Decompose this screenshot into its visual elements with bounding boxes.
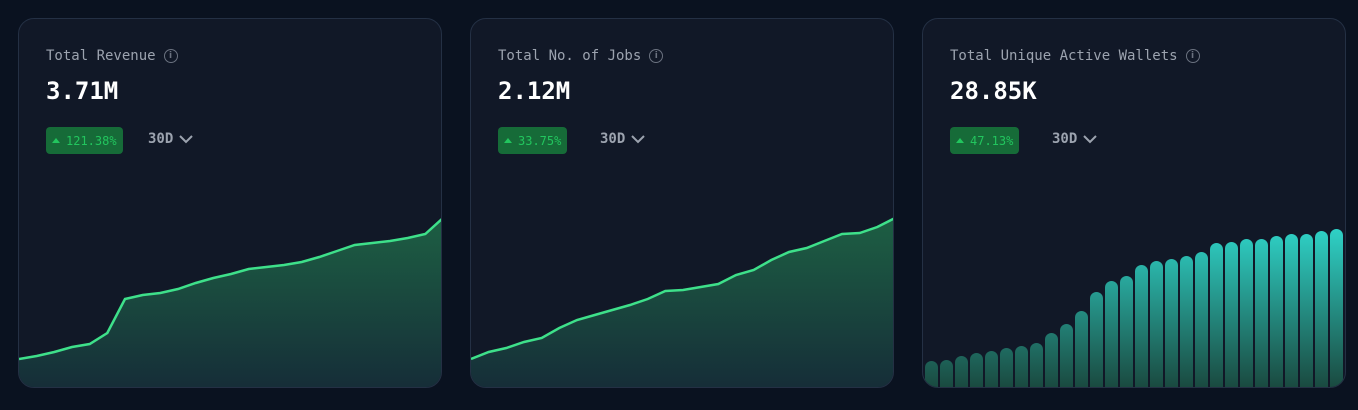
change-value: 47.13%	[970, 133, 1014, 148]
metric-card: Total Revenue i 3.71M 121.38% 30D	[18, 18, 442, 388]
bar	[985, 351, 998, 387]
metric-value: 2.12M	[498, 77, 571, 105]
bar	[1060, 324, 1073, 387]
bar	[1075, 311, 1088, 387]
info-icon[interactable]: i	[649, 49, 664, 63]
chart	[19, 218, 441, 387]
info-icon[interactable]: i	[1185, 49, 1200, 63]
card-title-text: Total Revenue	[46, 48, 156, 64]
area-fill	[19, 219, 441, 387]
bar	[1105, 281, 1118, 387]
bar	[1090, 292, 1103, 387]
chevron-down-icon	[631, 135, 646, 144]
bar	[1180, 256, 1193, 387]
metric-value: 28.85K	[950, 77, 1037, 105]
change-badge: 47.13%	[950, 127, 1020, 154]
bar	[1330, 229, 1343, 387]
period-label: 30D	[1052, 131, 1078, 147]
bar	[1015, 346, 1028, 387]
bar	[1165, 259, 1178, 387]
chevron-down-icon	[1083, 135, 1098, 144]
bar	[1120, 276, 1133, 387]
period-label: 30D	[600, 131, 626, 147]
period-label: 30D	[148, 131, 174, 147]
bar	[1315, 231, 1328, 387]
chevron-down-icon	[179, 135, 194, 144]
bar	[955, 356, 968, 387]
card-title: Total No. of Jobs i	[498, 48, 664, 64]
card-title: Total Unique Active Wallets i	[950, 48, 1200, 64]
bar	[1270, 236, 1283, 387]
period-dropdown[interactable]: 30D	[148, 131, 194, 147]
triangle-up-icon	[956, 138, 964, 143]
triangle-up-icon	[52, 138, 60, 143]
info-icon[interactable]: i	[163, 49, 178, 63]
bar	[1300, 234, 1313, 387]
bar	[1240, 239, 1253, 387]
bar	[1225, 242, 1238, 387]
bar	[1135, 265, 1148, 387]
metric-value: 3.71M	[46, 77, 119, 105]
series-line	[471, 217, 893, 361]
change-value: 33.75%	[518, 133, 562, 148]
chart	[471, 217, 893, 387]
bar	[1030, 343, 1043, 387]
bar	[940, 360, 953, 387]
chart	[925, 229, 1343, 387]
card-title-text: Total No. of Jobs	[498, 48, 642, 64]
bar	[970, 353, 983, 387]
change-value: 121.38%	[66, 133, 117, 148]
bar	[1195, 252, 1208, 387]
bar	[1210, 243, 1223, 387]
change-badge: 121.38%	[46, 127, 123, 154]
metric-card: Total No. of Jobs i 2.12M 33.75% 30D	[470, 18, 894, 388]
card-title: Total Revenue i	[46, 48, 178, 64]
bar	[925, 361, 938, 387]
change-badge: 33.75%	[498, 127, 568, 154]
card-title-text: Total Unique Active Wallets	[950, 48, 1178, 64]
area-fill	[471, 219, 893, 387]
bar	[1000, 348, 1013, 387]
period-dropdown[interactable]: 30D	[1052, 131, 1098, 147]
metric-card: Total Unique Active Wallets i 28.85K 47.…	[922, 18, 1346, 388]
bar	[1150, 261, 1163, 387]
period-dropdown[interactable]: 30D	[600, 131, 646, 147]
bar	[1285, 234, 1298, 387]
series-line	[19, 218, 441, 361]
bar	[1255, 239, 1268, 387]
bar	[1045, 333, 1058, 387]
triangle-up-icon	[504, 138, 512, 143]
